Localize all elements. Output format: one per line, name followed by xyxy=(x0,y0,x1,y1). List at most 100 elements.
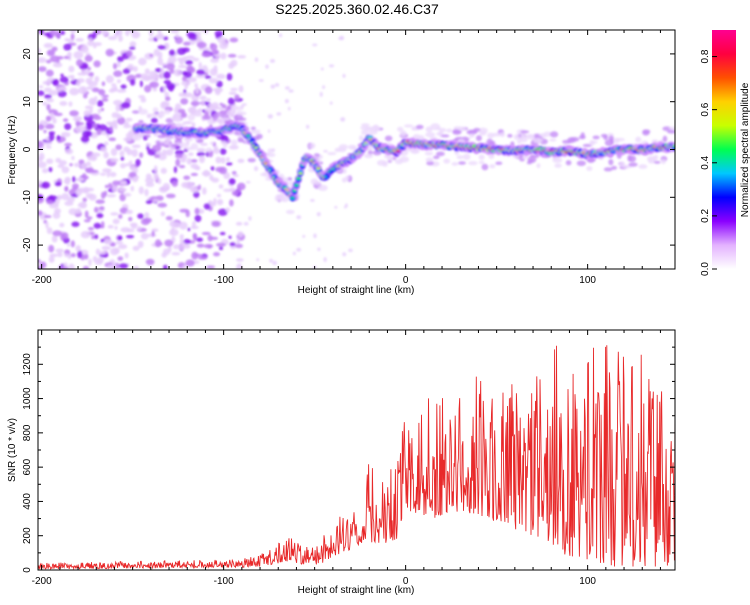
spectrogram-noise-blob xyxy=(76,79,81,87)
spectrogram-noise-blob xyxy=(213,252,221,257)
spectrogram-noise-blob xyxy=(279,33,283,38)
colorbar-tick-label: 0.2 xyxy=(700,209,711,223)
spectrogram-noise-blob xyxy=(196,148,206,153)
spectrogram-noise-blob xyxy=(57,90,67,98)
spectrogram-noise-blob xyxy=(227,53,237,58)
spectrogram-noise-blob xyxy=(165,96,171,102)
spectrogram-noise-blob xyxy=(334,205,338,209)
spectrogram-noise-blob xyxy=(198,108,203,112)
spectrogram-noise-blob xyxy=(86,122,93,131)
spectrogram-halo-blob xyxy=(229,109,235,114)
spectrogram-noise-blob xyxy=(228,235,232,239)
spectrogram-noise-blob xyxy=(110,157,119,163)
spectrogram-noise-blob xyxy=(98,251,107,255)
spectrogram-noise-blob xyxy=(59,30,66,36)
spectrogram-noise-blob xyxy=(223,172,231,180)
spectrogram-noise-blob xyxy=(145,173,152,180)
spectrogram-ridge-blob xyxy=(298,172,303,175)
spectrogram-noise-blob xyxy=(120,162,126,169)
spectrogram-noise-blob xyxy=(86,86,94,90)
spectrogram-noise-blob xyxy=(217,208,228,216)
spectrogram-noise-blob xyxy=(73,51,84,59)
spectrogram-noise-blob xyxy=(173,166,178,174)
spectrogram-noise-blob xyxy=(145,200,153,205)
spectrogram-noise-blob xyxy=(125,209,134,215)
spectrogram-noise-blob xyxy=(110,263,117,269)
spectrogram-noise-blob xyxy=(196,243,205,248)
spectrogram-noise-blob xyxy=(236,237,240,246)
spectrogram-noise-blob xyxy=(186,158,192,165)
spectrogram-noise-blob xyxy=(140,97,147,103)
spectrogram-ytick-label: -20 xyxy=(22,237,33,252)
spectrogram-halo-blob xyxy=(164,109,171,115)
spectrogram-halo-blob xyxy=(193,112,203,117)
spectrogram-xlabel: Height of straight line (km) xyxy=(298,285,415,296)
spectrogram-halo-blob xyxy=(578,135,586,140)
spectrogram-noise-blob xyxy=(162,182,171,191)
spectrogram-halo-blob xyxy=(196,138,204,143)
spectrogram-halo-blob xyxy=(453,126,463,130)
spectrogram-noise-blob xyxy=(87,40,95,47)
spectrogram-noise-blob xyxy=(68,208,78,216)
spectrogram-noise-blob xyxy=(118,214,123,219)
spectrogram-halo-blob xyxy=(456,155,464,160)
spectrogram-noise-blob xyxy=(302,234,306,238)
spectrogram-noise-blob xyxy=(231,190,238,196)
spectrogram-noise-blob xyxy=(82,93,88,99)
spectrogram-noise-blob xyxy=(306,124,310,129)
spectrogram-noise-blob xyxy=(105,48,115,57)
spectrogram-noise-blob xyxy=(46,227,53,235)
spectrogram-halo-blob xyxy=(220,140,227,145)
colorbar-label: Normalized spectral amplitude xyxy=(740,82,750,217)
spectrogram-noise-blob xyxy=(225,157,230,162)
spectrogram-halo-blob xyxy=(436,132,442,136)
spectrogram-noise-blob xyxy=(48,89,59,96)
spectrogram-halo-blob xyxy=(512,154,520,159)
snr-ytick-label: 400 xyxy=(22,493,33,510)
spectrogram-noise-blob xyxy=(256,258,260,262)
spectrogram-noise-blob xyxy=(168,49,176,56)
spectrogram-noise-blob xyxy=(254,57,259,63)
spectrogram-noise-blob xyxy=(164,239,174,247)
spectrogram-halo-blob xyxy=(397,126,404,132)
spectrogram-noise-blob xyxy=(126,228,135,233)
spectrogram-noise-blob xyxy=(79,201,88,209)
spectrogram-halo-blob xyxy=(589,140,598,144)
spectrogram-noise-blob xyxy=(179,237,184,246)
figure-title: S225.2025.360.02.46.C37 xyxy=(275,1,439,17)
spectrogram-halo-blob xyxy=(267,148,273,154)
spectrogram-halo-blob xyxy=(668,126,675,130)
spectrogram-noise-blob xyxy=(85,130,93,137)
spectrogram-noise-blob xyxy=(200,100,205,107)
spectrogram-noise-blob xyxy=(198,61,202,70)
spectrogram-ytick-label: 10 xyxy=(22,96,33,108)
spectrogram-halo-blob xyxy=(183,137,194,142)
spectrogram-noise-blob xyxy=(218,184,224,189)
spectrogram-noise-blob xyxy=(157,45,166,50)
spectrogram-noise-blob xyxy=(108,88,115,93)
spectrogram-noise-blob xyxy=(229,113,235,118)
spectrogram-noise-blob xyxy=(117,235,123,241)
snr-xtick-label: 100 xyxy=(579,576,596,587)
spectrogram-noise-blob xyxy=(64,186,69,191)
spectrogram-halo-blob xyxy=(280,195,290,203)
spectrogram-noise-blob xyxy=(131,30,141,39)
spectrogram-halo-blob xyxy=(536,163,541,169)
spectrogram-noise-blob xyxy=(138,186,144,195)
spectrogram-noise-blob xyxy=(100,238,105,243)
spectrogram-noise-blob xyxy=(236,258,244,262)
spectrogram-noise-blob xyxy=(38,85,44,89)
spectrogram-noise-blob xyxy=(111,112,119,119)
spectrogram-noise-blob xyxy=(215,88,220,94)
spectrogram-noise-blob xyxy=(85,193,94,199)
spectrogram-halo-blob xyxy=(327,151,337,156)
spectrogram-noise-blob xyxy=(131,144,141,149)
spectrogram-noise-blob xyxy=(62,87,67,91)
spectrogram-noise-blob xyxy=(323,150,328,153)
spectrogram-noise-blob xyxy=(64,38,70,42)
spectrogram-noise-blob xyxy=(138,95,145,99)
spectrogram-noise-blob xyxy=(39,261,47,269)
spectrogram-noise-blob xyxy=(206,265,216,269)
spectrogram-noise-blob xyxy=(197,256,208,260)
spectrogram-noise-blob xyxy=(215,156,222,164)
